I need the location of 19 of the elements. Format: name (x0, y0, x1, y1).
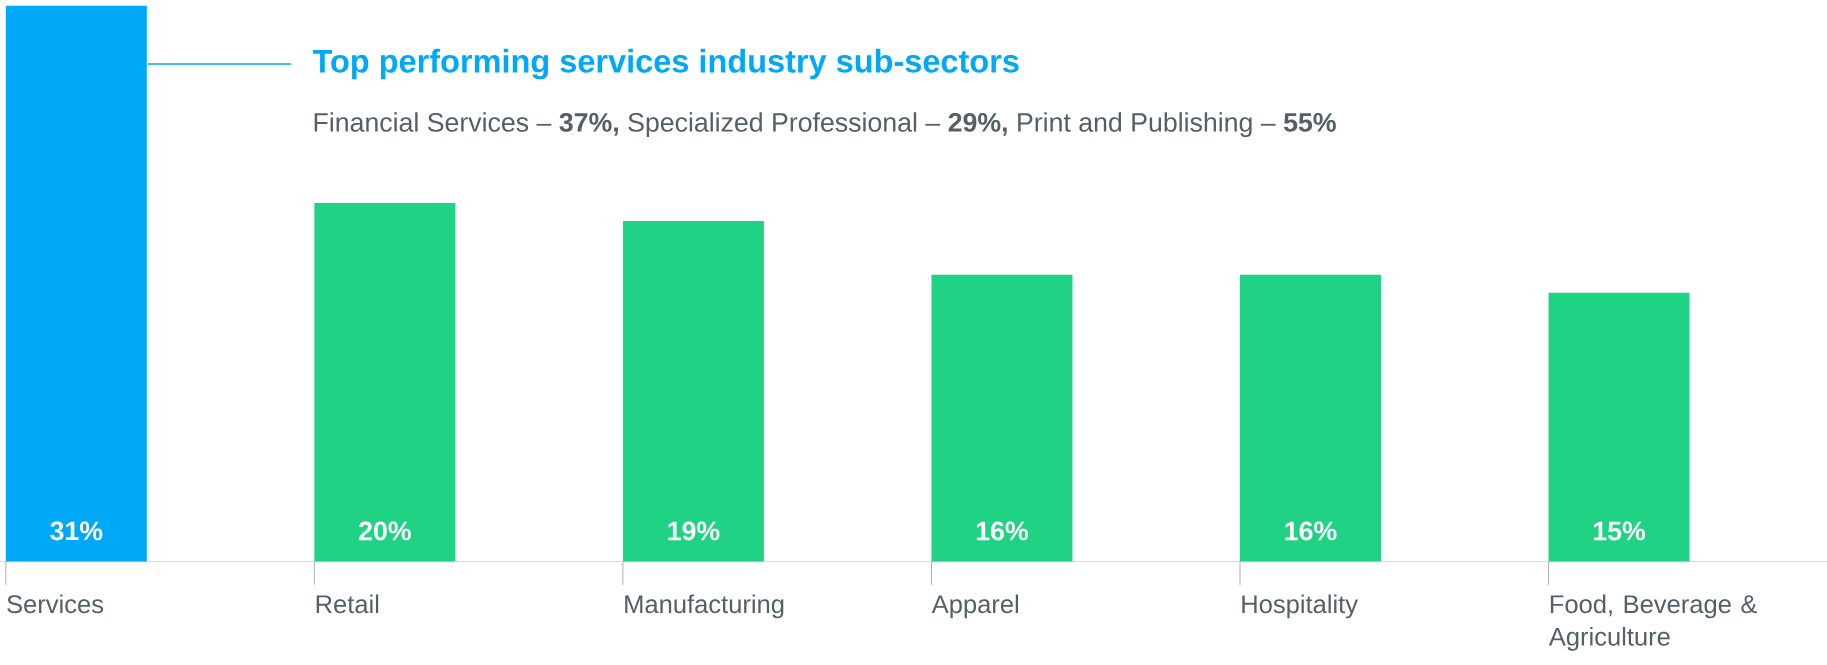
bar (622, 220, 764, 562)
data-label: 19% (668, 521, 720, 541)
data-label: 16% (976, 521, 1028, 541)
x-tick-label: Manufacturing (625, 594, 784, 619)
text: Financial Services – 37%, Specialized Professional – 29%, Print and Publishing – 55% (314, 112, 1336, 137)
bar (1548, 292, 1690, 562)
data-label: 20% (359, 521, 411, 541)
bar (314, 202, 456, 562)
x-tick-label: Food, Beverage & Agriculture (1548, 594, 1758, 651)
x-tick-label: Services (7, 594, 104, 614)
x-tick-label: Apparel (931, 594, 1018, 619)
data-label: 31% (50, 521, 103, 541)
data-label: 15% (1594, 521, 1646, 541)
text: Top performing services industry sub-sectors (312, 48, 1019, 80)
x-tick-label: Hospitality (1242, 594, 1358, 619)
x-tick-label: Retail (316, 594, 379, 614)
bar (1240, 274, 1381, 562)
data-label: 16% (1285, 521, 1337, 541)
bar (931, 274, 1073, 562)
